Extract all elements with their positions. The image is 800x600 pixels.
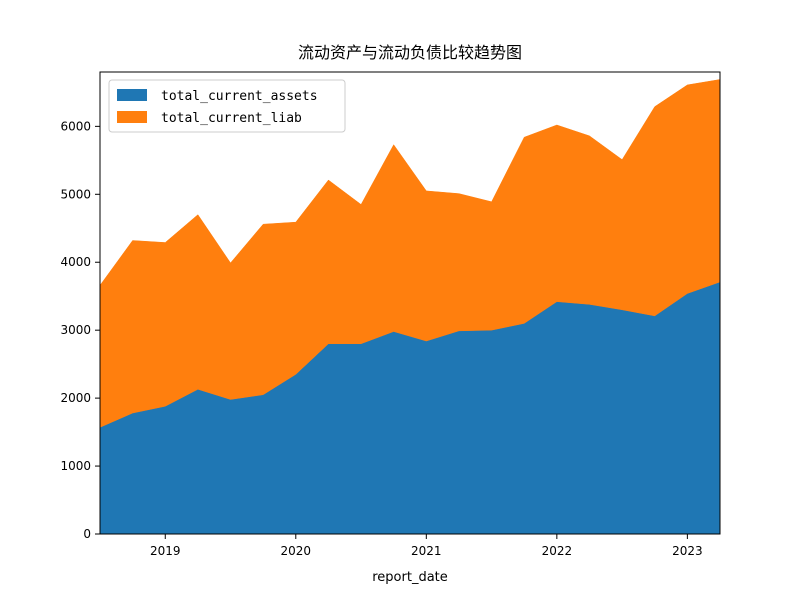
x-axis-label: report_date <box>372 570 448 585</box>
legend-swatch <box>117 111 147 123</box>
legend-label: total_current_liab <box>161 111 302 126</box>
y-axis: 0 1000 2000 3000 4000 5000 6000 <box>60 119 100 541</box>
legend: total_current_assets total_current_liab <box>108 79 346 133</box>
legend-swatch <box>117 89 147 101</box>
x-tick-label: 2020 <box>281 544 312 558</box>
y-tick-label: 5000 <box>60 187 91 201</box>
y-tick-label: 6000 <box>60 119 91 133</box>
x-tick-label: 2022 <box>542 544 573 558</box>
y-tick-label: 4000 <box>60 255 91 269</box>
x-tick-label: 2023 <box>672 544 703 558</box>
y-tick-label: 3000 <box>60 323 91 337</box>
y-tick-label: 1000 <box>60 459 91 473</box>
y-tick-label: 2000 <box>60 391 91 405</box>
legend-box <box>108 79 346 133</box>
legend-label: total_current_assets <box>161 89 318 104</box>
plot-frame <box>99 71 721 535</box>
x-axis: 2019 2020 2021 2022 2023 <box>150 534 703 558</box>
x-tick-label: 2019 <box>150 544 181 558</box>
x-tick-label: 2021 <box>411 544 442 558</box>
y-tick-label: 0 <box>83 527 91 541</box>
chart-title: 流动资产与流动负债比较趋势图 <box>298 43 522 62</box>
